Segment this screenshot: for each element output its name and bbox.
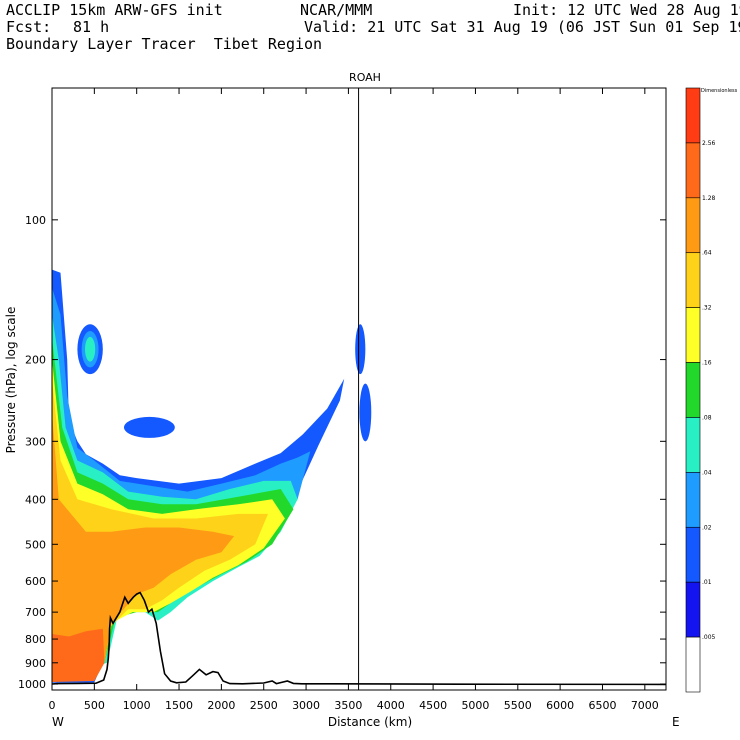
x-axis-right-end-label: E [672, 715, 680, 729]
x-tick-label: 0 [49, 699, 56, 712]
x-tick-label: 6000 [546, 699, 574, 712]
y-axis: 100 200 300 400 500 600 700 800 900 1000 [18, 214, 666, 691]
x-axis-left-end-label: W [52, 715, 64, 729]
tracer-blob [355, 324, 366, 375]
colorbar-swatch [685, 417, 701, 473]
y-tick-label: 600 [25, 575, 46, 588]
colorbar: Dimensionless 2.56 1.28 .64 .32 .16 .08 .04 .02.… [685, 87, 738, 693]
y-tick-label: 100 [25, 214, 46, 227]
header-valid: Valid: 21 UTC Sat 31 Aug 19 (06 JST Sun … [304, 18, 740, 36]
y-tick-label: 200 [25, 354, 46, 367]
tracer-blob [123, 416, 175, 438]
header-org: NCAR/MMM [300, 1, 373, 19]
colorbar-label: .16 [702, 360, 712, 367]
y-tick-label: 300 [25, 435, 46, 448]
colorbar-swatch [685, 636, 701, 693]
colorbar-swatch [685, 526, 701, 583]
x-tick-label: 7000 [631, 699, 659, 712]
terrain-line [52, 591, 666, 686]
colorbar-swatch [685, 87, 701, 144]
tracer-blob [359, 383, 372, 442]
colorbar-label: .005 [702, 634, 716, 641]
colorbar-label: .08 [702, 414, 712, 421]
x-tick-label: 5000 [461, 699, 489, 712]
header-product: Boundary Layer Tracer Tibet Region [6, 35, 323, 53]
y-tick-label: 700 [25, 606, 46, 619]
y-tick-label: 800 [25, 633, 46, 646]
colorbar-label: .64 [702, 250, 712, 257]
x-axis: 0 500 1000 1500 2000 2500 3000 3500 4000 4500 5000… [49, 88, 659, 712]
x-tick-label: 2500 [250, 699, 278, 712]
x-tick-label: 6500 [588, 699, 616, 712]
x-tick-label: 4500 [419, 699, 447, 712]
plot-frame [51, 87, 667, 691]
x-tick-label: 500 [84, 699, 105, 712]
colorbar-swatch [685, 252, 701, 308]
y-tick-label: 1000 [18, 678, 46, 691]
y-tick-label: 400 [25, 493, 46, 506]
header-model: ACCLIP 15km ARW-GFS init [6, 1, 223, 19]
x-tick-label: 5500 [504, 699, 532, 712]
colorbar-title: Dimensionless [701, 88, 738, 94]
terrain-profile [52, 591, 666, 686]
tracer-blob [85, 336, 96, 362]
y-tick-label: 900 [25, 657, 46, 670]
colorbar-label: .02 [702, 524, 712, 531]
x-tick-label: 1000 [123, 699, 151, 712]
colorbar-label: 2.56 [702, 140, 716, 147]
y-axis-label: Pressure (hPa), log scale [4, 307, 18, 454]
chart-title: ROAH [349, 71, 381, 84]
colorbar-swatch [685, 307, 701, 363]
x-tick-label: 4000 [377, 699, 405, 712]
colorbar-swatch [685, 142, 701, 199]
colorbar-label: .32 [702, 305, 712, 312]
x-tick-label: 3000 [292, 699, 320, 712]
header-init: Init: 12 UTC Wed 28 Aug 19 [513, 1, 740, 19]
tracer-fields [52, 269, 372, 683]
colorbar-swatch [685, 362, 701, 418]
colorbar-swatch [685, 197, 701, 254]
x-axis-label: Distance (km) [328, 715, 412, 729]
x-tick-label: 2000 [207, 699, 235, 712]
colorbar-label: 1.28 [702, 195, 716, 202]
y-tick-label: 500 [25, 538, 46, 551]
colorbar-label: .01 [702, 579, 712, 586]
header-fcst-value: 81 h [73, 18, 110, 36]
colorbar-label: .04 [702, 469, 712, 476]
tracer-region-p64 [52, 412, 235, 682]
x-tick-label: 1500 [165, 699, 193, 712]
tracer-region-1p28 [52, 628, 105, 682]
colorbar-swatch [685, 472, 701, 528]
x-tick-label: 3500 [334, 699, 362, 712]
colorbar-swatch [685, 581, 701, 638]
header-fcst-label: Fcst: [6, 18, 52, 36]
